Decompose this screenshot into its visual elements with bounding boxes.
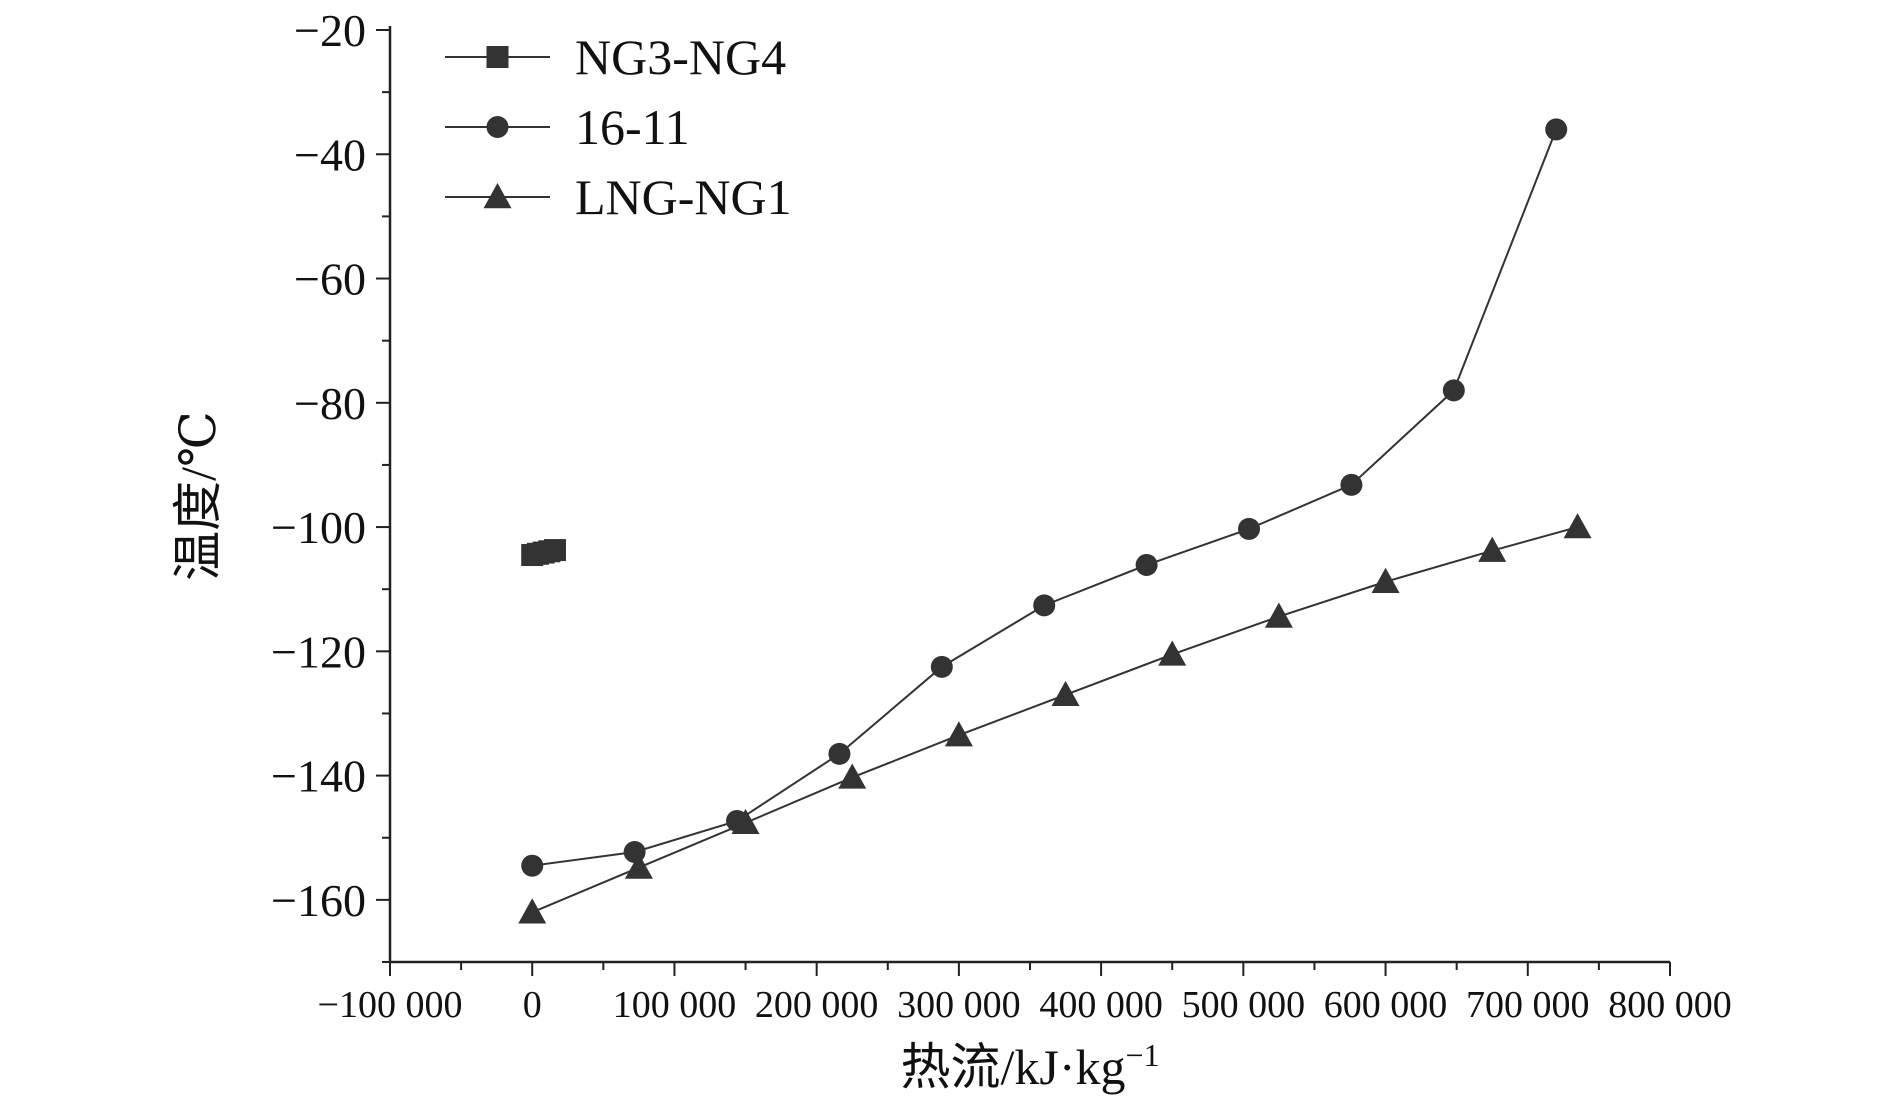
legend-label: LNG-NG1 [575, 169, 792, 225]
legend-label: 16-11 [575, 99, 690, 155]
data-point [1442, 379, 1465, 402]
legend-marker [486, 46, 509, 68]
data-point [1033, 594, 1056, 617]
y-tick-label: −20 [294, 5, 366, 56]
x-tick-label: 700 000 [1466, 984, 1590, 1026]
data-point [838, 763, 867, 789]
x-axis-title-superscript: −1 [1125, 1037, 1159, 1073]
legend: NG3-NG4 16-11 LNG-NG1 [445, 29, 792, 225]
series-LNG-NG1 [518, 513, 1592, 924]
series-line [531, 526, 1578, 914]
legend-marker [486, 116, 509, 138]
x-tick-label: 800 000 [1608, 984, 1732, 1026]
y-axis-title: 温度/℃ [170, 411, 226, 581]
data-point [518, 898, 547, 924]
legend-entry: 16-11 [445, 99, 690, 155]
x-tick-label: 100 000 [613, 984, 737, 1026]
data-point [1371, 567, 1400, 593]
series-16-11 [521, 118, 1568, 877]
data-point [543, 539, 566, 562]
x-tick-label: 300 000 [897, 984, 1021, 1026]
x-tick-label: 0 [523, 984, 542, 1026]
y-tick-label: −120 [271, 626, 366, 677]
y-tick-label: −40 [294, 129, 366, 180]
x-tick-label: 500 000 [1182, 984, 1306, 1026]
y-tick-label: −160 [271, 875, 366, 926]
data-point [1158, 640, 1187, 666]
legend-entry: LNG-NG1 [445, 169, 792, 225]
data-point [944, 721, 973, 747]
y-tick-label: −60 [294, 254, 366, 305]
data-point [731, 808, 760, 835]
series-NG3-NG4 [521, 539, 566, 567]
data-point [521, 854, 544, 877]
data-point [1563, 513, 1592, 539]
data-point [1340, 473, 1363, 496]
data-point [1238, 517, 1261, 540]
series-layer [518, 118, 1592, 924]
x-tick-label: 600 000 [1324, 984, 1448, 1026]
data-point [1478, 536, 1507, 562]
axes: −160 −140 −120 −100 −80 −60 −40 −20 −100 000 0 100… [271, 5, 1732, 1026]
data-point [930, 655, 953, 678]
series-line [532, 129, 1558, 867]
y-tick-label: −100 [271, 502, 366, 553]
data-point [1264, 602, 1293, 628]
data-point [1135, 553, 1158, 576]
legend-label: NG3-NG4 [575, 29, 786, 85]
x-tick-label: 400 000 [1039, 984, 1163, 1026]
x-tick-label: 200 000 [755, 984, 879, 1026]
legend-marker [483, 183, 512, 209]
y-tick-label: −80 [294, 378, 366, 429]
legend-entry: NG3-NG4 [445, 29, 786, 85]
y-tick-label: −140 [271, 751, 366, 802]
data-point [828, 742, 851, 765]
data-point [623, 841, 646, 864]
data-point [624, 853, 653, 879]
data-point [1545, 118, 1568, 141]
x-axis-title: 热流/kJ·kg−1 [900, 1037, 1159, 1095]
x-tick-label: −100 000 [318, 984, 463, 1026]
x-axis-title-text: 热流/kJ·kg [900, 1039, 1125, 1095]
data-point [1051, 680, 1080, 707]
